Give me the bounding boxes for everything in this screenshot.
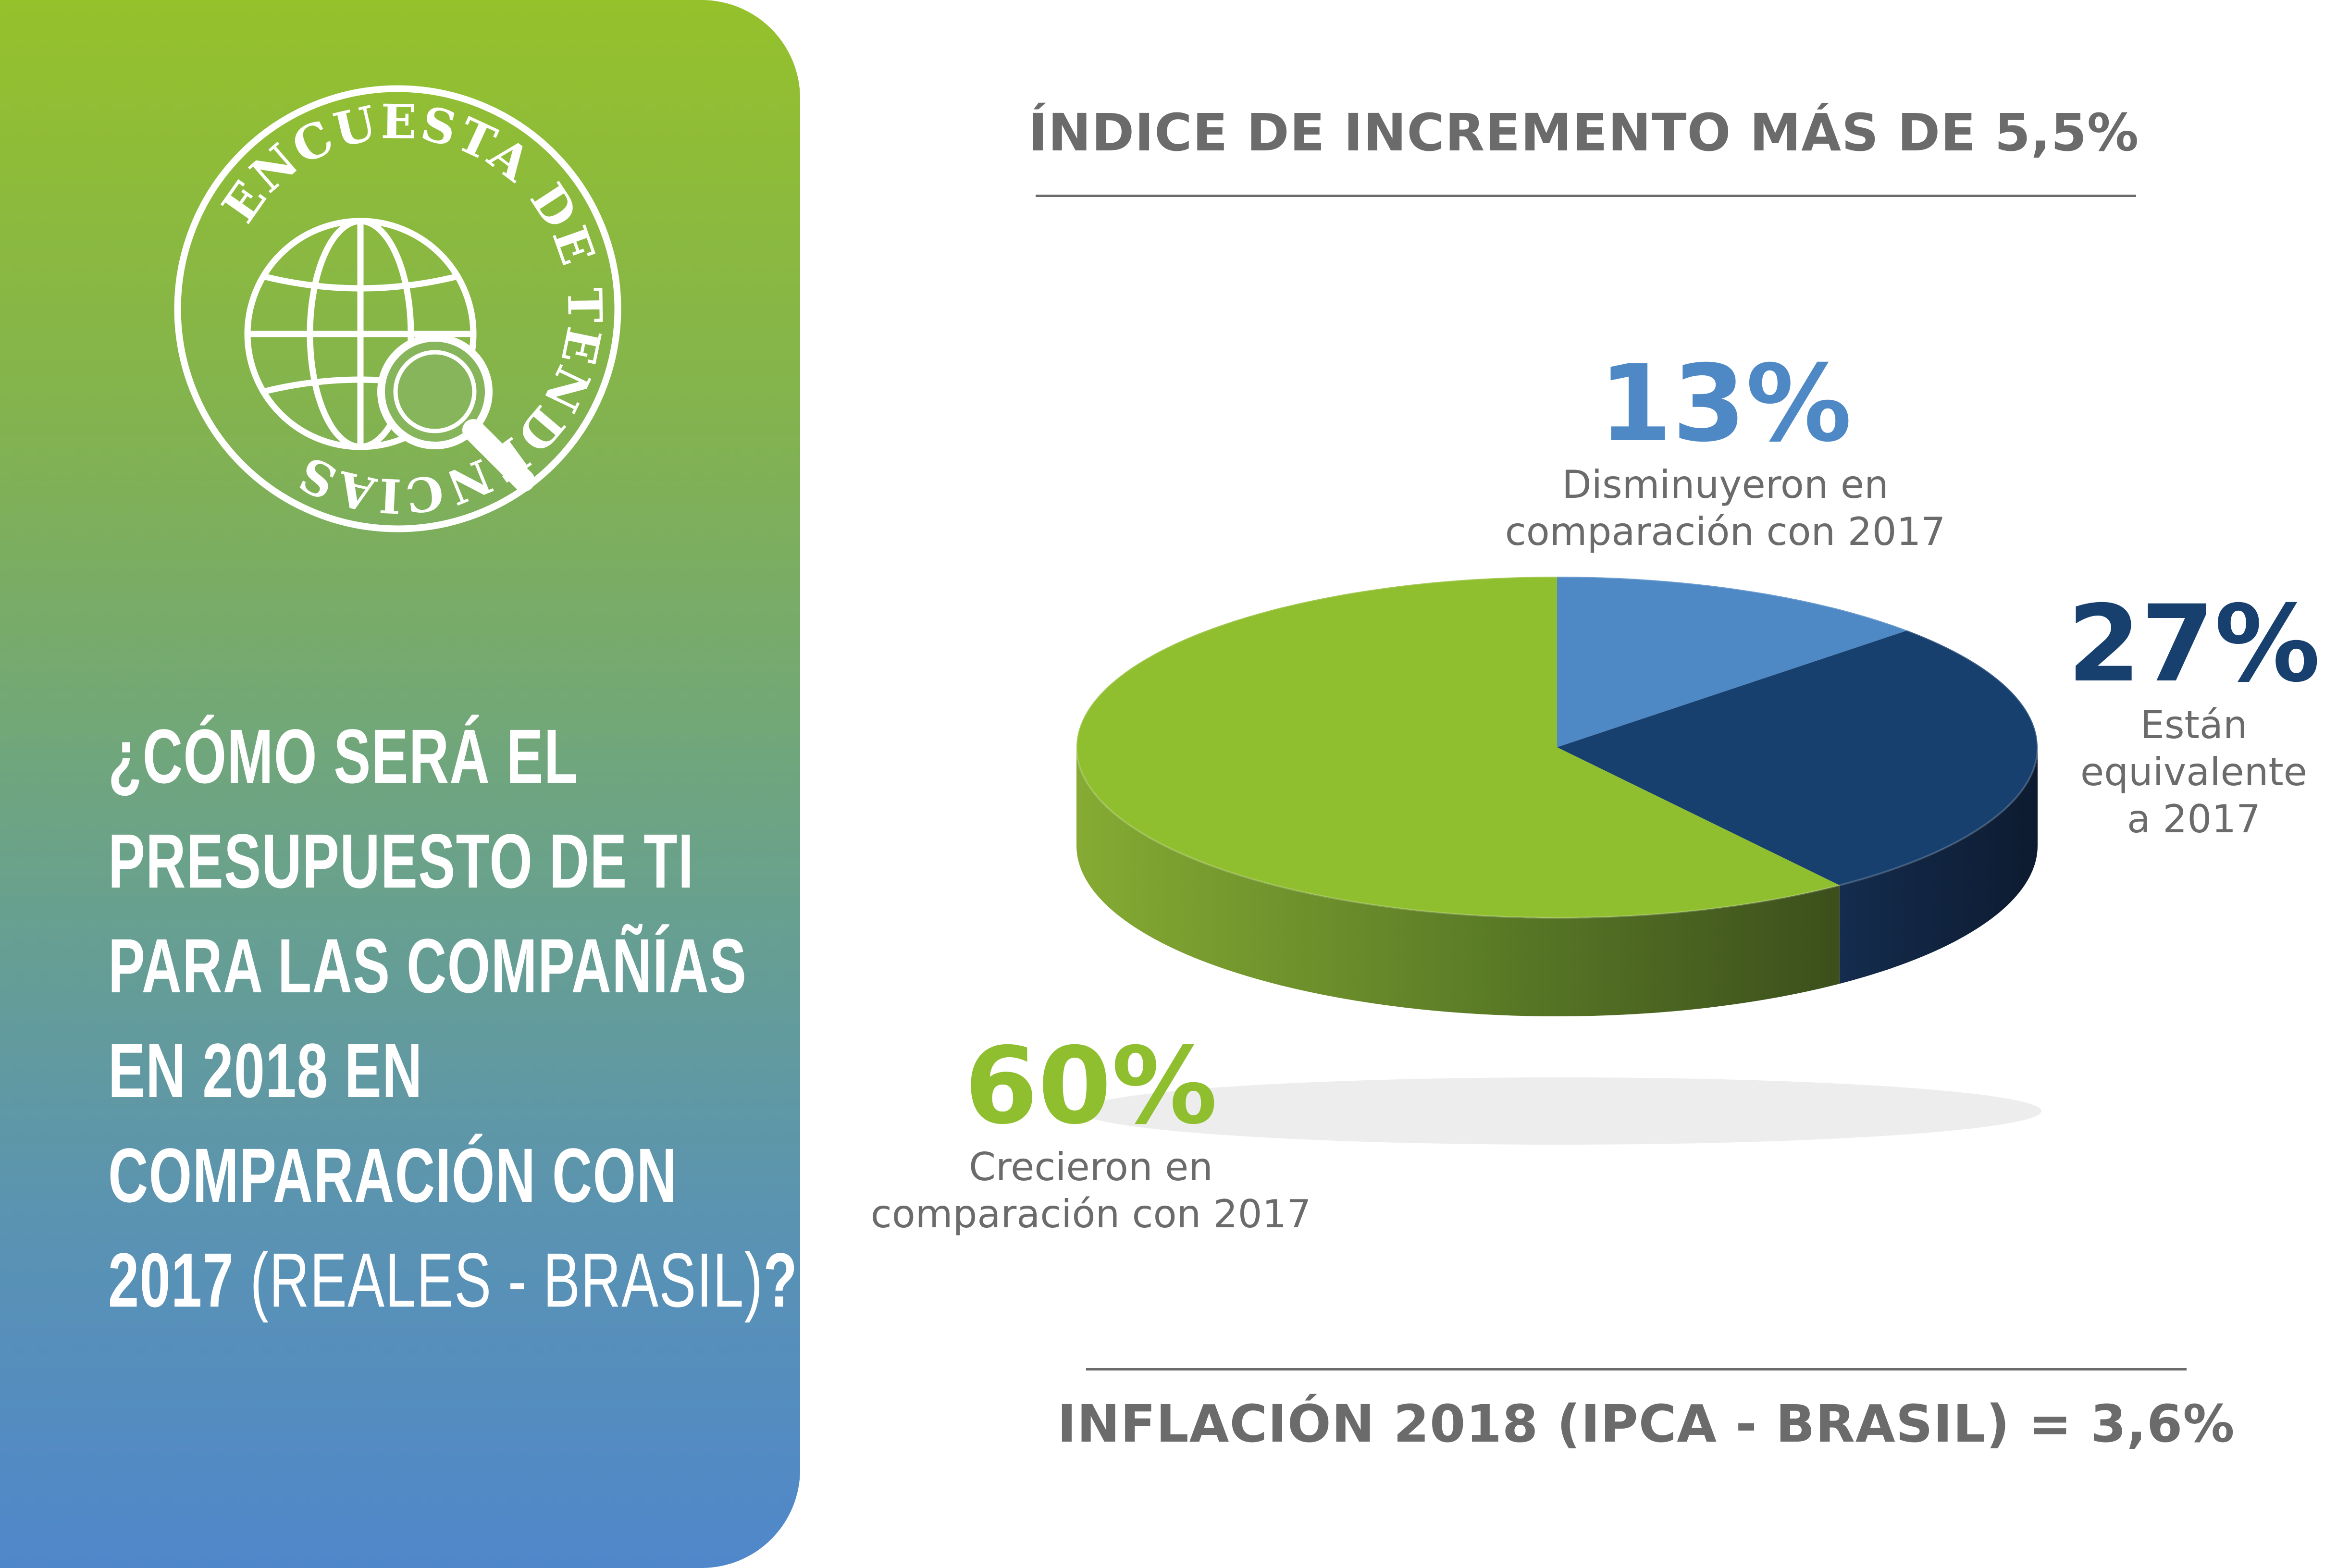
question-qualifier: (REALES - BRASIL) [250, 1237, 764, 1323]
question-line: COMPARACIÓN CON [108, 1132, 678, 1218]
label-grew-text-2: comparación con 2017 [870, 1192, 1311, 1236]
label-decreased-text-1: Disminuyeron en [1562, 462, 1889, 507]
logo-ring [174, 85, 621, 532]
slice-equivalent [1557, 630, 2038, 886]
label-equivalent-text-2: equivalente [2080, 750, 2308, 794]
slice-grew-side [1076, 747, 1840, 1016]
label-grew-value: 60% [964, 1025, 1218, 1148]
question-line: 2017 (REALES - BRASIL)? [108, 1228, 797, 1333]
left-panel: ENCUESTA DE TENDENCIAS ¿CÓMO SERÁ EL PRE… [0, 0, 800, 1568]
label-decreased-value: 13% [1598, 342, 1852, 465]
pie-shadow [1080, 1077, 2041, 1145]
label-equivalent-text-3: a 2017 [2127, 797, 2261, 841]
header-divider [1036, 195, 2136, 197]
label-equivalent-text-1: Están [2140, 703, 2248, 747]
chart-footer-title: INFLACIÓN 2018 (IPCA - BRASIL) = 3,6% [1057, 1395, 2235, 1454]
question-line: PARA LAS COMPAÑÍAS [108, 923, 747, 1009]
question-mark: ? [763, 1237, 798, 1323]
slice-equivalent-side [1839, 747, 2038, 984]
question-line: ¿CÓMO SERÁ EL [108, 713, 579, 799]
chart-header-title: ÍNDICE DE INCREMENTO MÁS DE 5,5% [1028, 103, 2139, 163]
pie-chart [1076, 576, 2041, 1145]
label-equivalent-value: 27% [2067, 582, 2321, 705]
logo-badge: ENCUESTA DE TENDENCIAS [174, 85, 621, 532]
pie-tops [1076, 576, 2039, 919]
pie-rim [1076, 576, 2039, 919]
question-line: EN 2018 EN [108, 1027, 423, 1113]
globe-magnifier-icon [244, 218, 535, 492]
label-grew: 60% Crecieron en comparación con 2017 [812, 1028, 1370, 1238]
survey-question: ¿CÓMO SERÁ EL PRESUPUESTO DE TI PARA LAS… [108, 704, 797, 1333]
question-line: PRESUPUESTO DE TI [108, 818, 694, 904]
label-decreased-text-2: comparación con 2017 [1505, 509, 1946, 554]
label-equivalent: 27% Están equivalente a 2017 [2052, 586, 2336, 843]
slice-decreased [1557, 577, 1907, 747]
pie-sides [1076, 747, 2038, 1016]
label-grew-text-1: Crecieron en [969, 1145, 1213, 1189]
question-year: 2017 [108, 1237, 235, 1323]
slice-grew [1076, 577, 1840, 918]
footer-divider [1086, 1368, 2187, 1370]
label-decreased: 13% Disminuyeron en comparación con 2017 [1447, 346, 2004, 556]
